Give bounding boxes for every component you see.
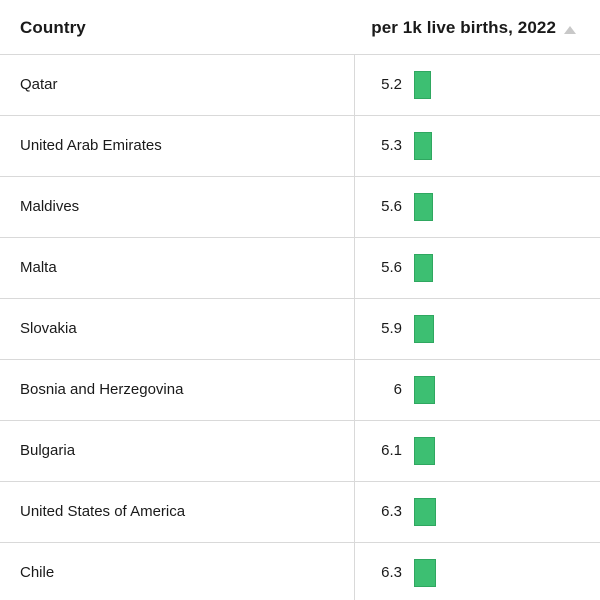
row-value-bar	[414, 376, 435, 404]
row-value-bar	[414, 315, 435, 343]
table-row: Slovakia 5.9	[0, 299, 600, 360]
row-value-bar	[414, 193, 433, 221]
row-country: Chile	[20, 564, 55, 581]
row-value: 6.1	[381, 442, 402, 459]
row-value: 5.9	[381, 320, 402, 337]
sort-ascending-icon[interactable]	[564, 26, 576, 34]
column-header-country[interactable]: Country	[20, 18, 86, 37]
row-value: 5.2	[381, 76, 402, 93]
table-header: Country per 1k live births, 2022	[0, 0, 600, 55]
row-value: 6.3	[381, 503, 402, 520]
row-value: 6.3	[381, 564, 402, 581]
row-country: Bosnia and Herzegovina	[20, 381, 184, 398]
row-value: 6	[393, 381, 402, 398]
table-row: Qatar 5.2	[0, 55, 600, 116]
table-row: Maldives 5.6	[0, 177, 600, 238]
row-country: Bulgaria	[20, 442, 76, 459]
table-row: Bosnia and Herzegovina 6	[0, 360, 600, 421]
row-value-bar	[414, 559, 436, 587]
row-country: Malta	[20, 259, 57, 276]
row-value-bar	[414, 71, 431, 99]
row-country: Slovakia	[20, 320, 77, 337]
row-value-bar	[414, 437, 436, 465]
row-value: 5.3	[381, 137, 402, 154]
row-country: Qatar	[20, 76, 58, 93]
table-row: Malta 5.6	[0, 238, 600, 299]
table-row: Bulgaria 6.1	[0, 421, 600, 482]
row-country: United Arab Emirates	[20, 137, 162, 154]
column-divider	[354, 55, 355, 600]
row-value: 5.6	[381, 259, 402, 276]
column-header-value[interactable]: per 1k live births, 2022	[371, 18, 556, 37]
table-row: United Arab Emirates 5.3	[0, 116, 600, 177]
row-value-bar	[414, 498, 436, 526]
row-value-bar	[414, 254, 433, 282]
row-value-bar	[414, 132, 432, 160]
row-country: Maldives	[20, 198, 80, 215]
row-country: United States of America	[20, 503, 186, 520]
row-value: 5.6	[381, 198, 402, 215]
table-row: Chile 6.3	[0, 543, 600, 600]
table-row: United States of America 6.3	[0, 482, 600, 543]
